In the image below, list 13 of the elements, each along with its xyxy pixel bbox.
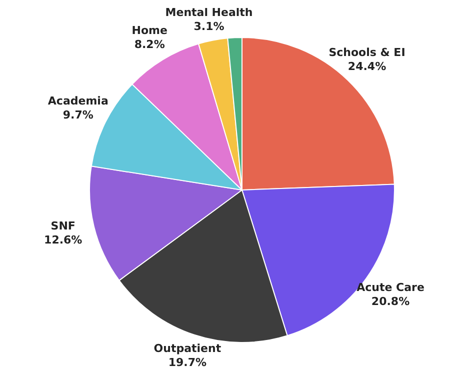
slice-label: Acute Care <box>356 280 424 294</box>
slice-label: SNF <box>50 219 76 232</box>
data-label: 24.4% <box>348 60 386 74</box>
slice-label: Home <box>132 24 168 37</box>
data-label: 3.1% <box>194 20 224 33</box>
data-label: 20.8% <box>371 294 410 308</box>
data-label: 12.6% <box>44 233 82 246</box>
slice-label: Outpatient <box>154 342 222 355</box>
data-label: 19.7% <box>168 356 207 369</box>
slice-label: Schools & EI <box>328 46 406 60</box>
data-label: 8.2% <box>134 38 165 51</box>
slice-label: Academia <box>48 94 108 108</box>
data-label: 9.7% <box>62 108 94 122</box>
